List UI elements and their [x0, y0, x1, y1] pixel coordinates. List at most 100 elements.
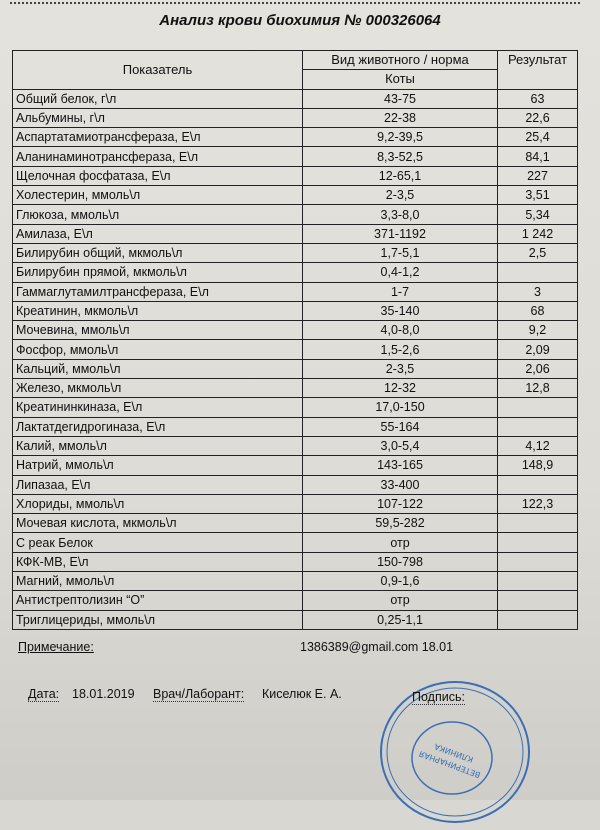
- table-row: Мочевина, ммоль\л 4,0-8,0 9,2: [12, 320, 578, 341]
- result-cell: 68: [497, 300, 578, 322]
- indicator-cell: Креатинин, мкмоль\л: [12, 300, 303, 322]
- table-row: Мочевая кислота, мкмоль\л 59,5-282: [12, 513, 578, 534]
- indicator-cell: Липазаа, Е\л: [12, 474, 303, 495]
- header-species: Коты: [302, 69, 498, 90]
- norm-cell: 1,5-2,6: [302, 339, 498, 360]
- indicator-cell: Фосфор, ммоль\л: [12, 339, 303, 360]
- result-cell: [497, 532, 578, 553]
- result-cell: 22,6: [497, 107, 578, 129]
- result-cell: 25,4: [497, 127, 578, 148]
- table-row: Гаммаглутамилтрансфераза, Е\л 1-7 3: [12, 281, 578, 302]
- norm-cell: 1,7-5,1: [302, 242, 498, 264]
- indicator-cell: Хлориды, ммоль\л: [12, 493, 303, 515]
- table-row: Натрий, ммоль\л 143-165 148,9: [12, 455, 578, 476]
- indicator-cell: Триглицериды, ммоль\л: [12, 609, 303, 630]
- indicator-cell: Аспартатамиотрансфераза, Е\л: [12, 127, 303, 148]
- norm-cell: 2-3,5: [302, 358, 498, 380]
- norm-cell: 43-75: [302, 88, 498, 109]
- table-row: Креатинин, мкмоль\л 35-140 68: [12, 300, 578, 322]
- table-row: Щелочная фосфатаза, Е\л 12-65,1 227: [12, 165, 578, 187]
- norm-cell: 59,5-282: [302, 513, 498, 534]
- table-row: Липазаа, Е\л 33-400: [12, 474, 578, 495]
- norm-cell: 55-164: [302, 416, 498, 437]
- header-result: Результат: [497, 50, 578, 90]
- norm-cell: 8,3-52,5: [302, 146, 498, 167]
- result-cell: 5,34: [497, 204, 578, 225]
- indicator-cell: Билирубин прямой, мкмоль\л: [12, 262, 303, 283]
- table-row: С реак Белок отр: [12, 532, 578, 553]
- result-cell: 227: [497, 165, 578, 187]
- indicator-cell: Общий белок, г\л: [12, 88, 303, 109]
- indicator-cell: Мочевая кислота, мкмоль\л: [12, 513, 303, 534]
- indicator-cell: Холестерин, ммоль\л: [12, 185, 303, 206]
- table-row: Амилаза, Е\л 371-1192 1 242: [12, 223, 578, 244]
- table-row: Антистрептолизин “О” отр: [12, 590, 578, 611]
- table-row: Холестерин, ммоль\л 2-3,5 3,51: [12, 185, 578, 206]
- note-value: 1386389@gmail.com 18.01: [300, 640, 454, 654]
- table-row: Билирубин прямой, мкмоль\л 0,4-1,2: [12, 262, 578, 283]
- table-row: Фосфор, ммоль\л 1,5-2,6 2,09: [12, 339, 578, 360]
- date-value: 18.01.2019: [72, 687, 135, 701]
- signature-label: Подпись:: [412, 690, 465, 705]
- table-row: Калий, ммоль\л 3,0-5,4 4,12: [12, 435, 578, 457]
- table-row: Альбумины, г\л 22-38 22,6: [12, 107, 578, 129]
- norm-cell: 150-798: [302, 551, 498, 573]
- table-row: Глюкоза, ммоль\л 3,3-8,0 5,34: [12, 204, 578, 225]
- indicator-cell: Щелочная фосфатаза, Е\л: [12, 165, 303, 187]
- norm-cell: 0,25-1,1: [302, 609, 498, 630]
- result-cell: 9,2: [497, 320, 578, 341]
- indicator-cell: Лактатдегидрогиназа, Е\л: [12, 416, 303, 437]
- norm-cell: 17,0-150: [302, 397, 498, 418]
- table-row: Железо, мкмоль\л 12-32 12,8: [12, 378, 578, 399]
- norm-cell: 0,4-1,2: [302, 262, 498, 283]
- header-indicator: Показатель: [12, 50, 303, 90]
- result-cell: 3,51: [497, 185, 578, 206]
- indicator-cell: Мочевина, ммоль\л: [12, 320, 303, 341]
- norm-cell: 107-122: [302, 493, 498, 515]
- norm-cell: отр: [302, 590, 498, 611]
- indicator-cell: Креатининкиназа, Е\л: [12, 397, 303, 418]
- norm-cell: 1-7: [302, 281, 498, 302]
- indicator-cell: Калий, ммоль\л: [12, 435, 303, 457]
- norm-cell: 2-3,5: [302, 185, 498, 206]
- norm-cell: 0,9-1,6: [302, 571, 498, 592]
- indicator-cell: Кальций, ммоль\л: [12, 358, 303, 380]
- result-cell: 2,09: [497, 339, 578, 360]
- indicator-cell: Натрий, ммоль\л: [12, 455, 303, 476]
- result-cell: 12,8: [497, 378, 578, 399]
- result-cell: [497, 262, 578, 283]
- table-row: Аланинаминотрансфераза, Е\л 8,3-52,5 84,1: [12, 146, 578, 167]
- indicator-cell: Альбумины, г\л: [12, 107, 303, 129]
- norm-cell: 12-65,1: [302, 165, 498, 187]
- norm-cell: 33-400: [302, 474, 498, 495]
- indicator-cell: Амилаза, Е\л: [12, 223, 303, 244]
- table-row: Общий белок, г\л 43-75 63: [12, 88, 578, 109]
- date-label: Дата:: [28, 687, 60, 702]
- header-norm: Вид животного / норма: [302, 49, 498, 71]
- result-cell: [497, 590, 578, 611]
- result-cell: 148,9: [497, 455, 578, 476]
- table-row: Хлориды, ммоль\л 107-122 122,3: [12, 493, 578, 515]
- result-cell: [497, 397, 578, 418]
- table-row: КФК-МВ, Е\л 150-798: [12, 551, 578, 573]
- norm-cell: 4,0-8,0: [302, 320, 498, 341]
- norm-cell: 3,3-8,0: [302, 204, 498, 225]
- result-cell: 1 242: [497, 223, 578, 244]
- norm-cell: 3,0-5,4: [302, 435, 498, 457]
- result-cell: [497, 571, 578, 592]
- result-cell: 2,5: [497, 242, 578, 264]
- table-row: Креатининкиназа, Е\л 17,0-150: [12, 397, 578, 418]
- table-row: Лактатдегидрогиназа, Е\л 55-164: [12, 416, 578, 437]
- result-cell: 122,3: [497, 493, 578, 515]
- result-cell: 3: [497, 281, 578, 302]
- result-cell: [497, 513, 578, 534]
- norm-cell: 12-32: [302, 378, 498, 399]
- indicator-cell: Железо, мкмоль\л: [12, 378, 303, 399]
- indicator-cell: Магний, ммоль\л: [12, 571, 303, 592]
- indicator-cell: Глюкоза, ммоль\л: [12, 204, 303, 225]
- indicator-cell: С реак Белок: [12, 532, 303, 553]
- norm-cell: 371-1192: [302, 223, 498, 244]
- table-row: Триглицериды, ммоль\л 0,25-1,1: [12, 609, 578, 630]
- note-label: Примечание:: [18, 640, 94, 654]
- results-table: Показатель Вид животного / норма Результ…: [12, 49, 578, 630]
